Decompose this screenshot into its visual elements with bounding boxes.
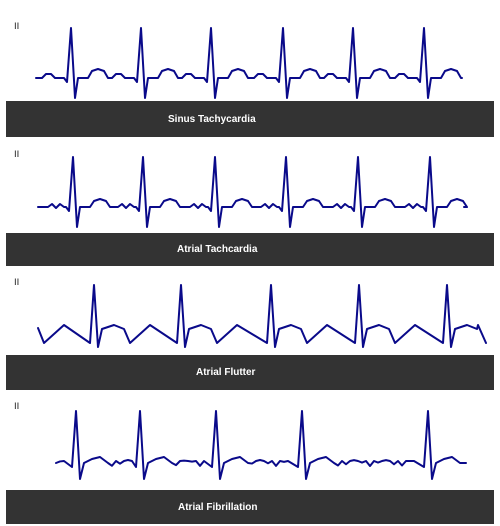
rhythm-label: Atrial Fibrillation <box>178 501 258 513</box>
rhythm-label-bar: Atrial Fibrillation <box>6 490 494 524</box>
rhythm-label: Atrial Flutter <box>196 367 256 378</box>
ecg-trace-atrial-fibrillation <box>55 410 467 480</box>
ecg-trace-atrial-tachycardia <box>37 156 468 228</box>
rhythm-label: Sinus Tachycardia <box>168 113 256 125</box>
lead-label: II <box>14 402 20 412</box>
lead-label: II <box>14 22 20 32</box>
rhythm-label-bar: Atrial Tachcardia <box>6 233 494 266</box>
lead-label: II <box>14 150 20 160</box>
ecg-trace-sinus-tachycardia <box>35 27 463 99</box>
rhythm-label-bar: Atrial Flutter <box>6 355 494 390</box>
ecg-trace-atrial-flutter <box>37 284 487 348</box>
rhythm-label-bar: Sinus Tachycardia <box>6 101 494 137</box>
rhythm-label: Atrial Tachcardia <box>177 244 258 255</box>
lead-label: II <box>14 278 20 288</box>
